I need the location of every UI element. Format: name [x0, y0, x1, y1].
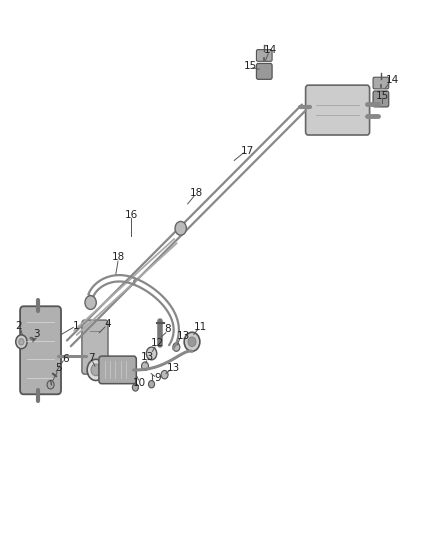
FancyBboxPatch shape: [306, 85, 370, 135]
Text: 15: 15: [244, 61, 257, 71]
Circle shape: [91, 364, 101, 376]
Text: 11: 11: [194, 322, 207, 333]
Text: 8: 8: [164, 324, 171, 334]
Text: 2: 2: [15, 321, 22, 331]
Text: 13: 13: [177, 332, 190, 342]
Circle shape: [173, 343, 180, 351]
Text: 14: 14: [264, 45, 277, 55]
Text: 7: 7: [88, 353, 95, 362]
Text: 12: 12: [151, 338, 164, 349]
FancyBboxPatch shape: [256, 50, 272, 61]
Circle shape: [184, 332, 200, 351]
Circle shape: [132, 384, 138, 391]
Text: 18: 18: [112, 252, 126, 262]
FancyBboxPatch shape: [82, 320, 108, 374]
Circle shape: [175, 221, 186, 235]
Text: 15: 15: [375, 91, 389, 101]
Circle shape: [146, 347, 157, 360]
Text: 13: 13: [141, 352, 154, 361]
Circle shape: [148, 381, 155, 388]
FancyBboxPatch shape: [20, 306, 61, 394]
Circle shape: [141, 362, 148, 370]
Circle shape: [161, 370, 168, 379]
Text: 1: 1: [73, 321, 80, 331]
Text: 17: 17: [240, 146, 254, 156]
FancyBboxPatch shape: [256, 63, 272, 79]
Text: 14: 14: [385, 75, 399, 85]
FancyBboxPatch shape: [373, 91, 389, 107]
Circle shape: [19, 338, 24, 345]
Text: 10: 10: [133, 378, 146, 388]
Circle shape: [47, 381, 54, 389]
Text: 5: 5: [56, 364, 62, 373]
Circle shape: [188, 337, 196, 346]
Circle shape: [85, 296, 96, 310]
Text: 9: 9: [154, 373, 160, 383]
Text: 4: 4: [105, 319, 111, 329]
Text: 16: 16: [124, 209, 138, 220]
Text: 6: 6: [63, 354, 69, 364]
Text: 13: 13: [167, 364, 180, 373]
Circle shape: [16, 335, 27, 349]
FancyBboxPatch shape: [99, 356, 136, 384]
FancyBboxPatch shape: [373, 77, 389, 89]
Text: 3: 3: [33, 329, 39, 340]
Text: 18: 18: [190, 188, 203, 198]
Circle shape: [87, 359, 105, 381]
